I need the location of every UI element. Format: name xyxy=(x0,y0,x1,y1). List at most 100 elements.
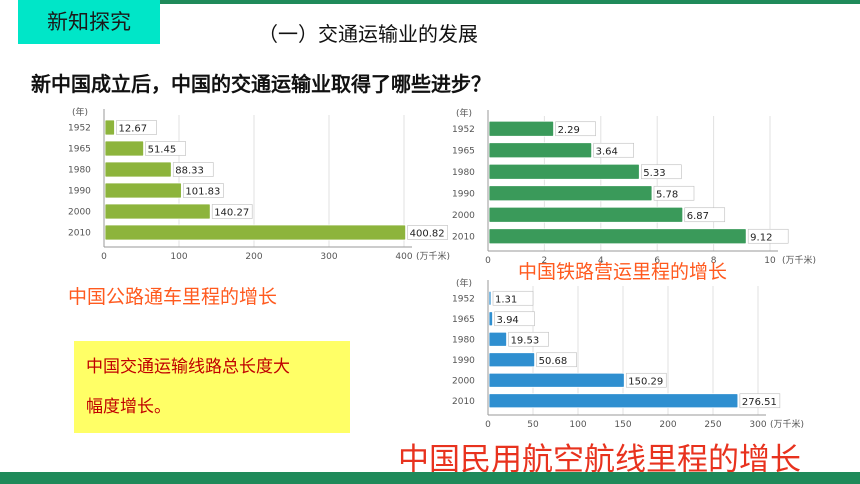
road-x-tick-label: 300 xyxy=(320,252,337,262)
rail-value-label: 5.33 xyxy=(643,168,665,179)
road-bar xyxy=(104,224,407,241)
air-x-tick-label: 200 xyxy=(659,420,676,430)
air-x-tick-label: 300 xyxy=(749,420,766,430)
road-value-box xyxy=(116,120,157,135)
rail-y-unit-label: (年) xyxy=(456,107,472,119)
road-bar xyxy=(104,140,144,157)
section-title: （一）交通运输业的发展 xyxy=(258,22,478,46)
air-category-label: 1965 xyxy=(452,315,475,325)
air-x-unit-label: (万千米) xyxy=(770,418,804,430)
road-value-box xyxy=(172,162,214,177)
road-bar xyxy=(104,119,115,136)
rail-value-label: 9.12 xyxy=(750,232,772,243)
air-category-label: 1980 xyxy=(452,335,475,345)
rail-category-label: 1990 xyxy=(452,189,475,199)
air-category-label: 2000 xyxy=(452,376,475,386)
rail-category-label: 1965 xyxy=(452,146,475,156)
air-bar xyxy=(488,352,536,368)
air-bar xyxy=(488,290,492,306)
road-x-tick-label: 100 xyxy=(170,252,187,262)
air-value-label: 1.31 xyxy=(495,294,517,305)
road-x-tick-label: 400 xyxy=(395,252,412,262)
road-category-label: 2000 xyxy=(68,208,91,218)
air-category-label: 2010 xyxy=(452,397,475,407)
rail-value-box xyxy=(593,142,634,158)
rail-x-tick-label: 8 xyxy=(711,256,717,266)
air-value-box xyxy=(739,393,781,409)
road-category-label: 1965 xyxy=(68,145,91,155)
rail-category-label: 2010 xyxy=(452,232,475,242)
road-y-unit-label: (年) xyxy=(72,106,88,118)
section-tag: 新知探究 xyxy=(18,0,160,44)
top-divider xyxy=(160,0,860,4)
road-value-box xyxy=(211,204,253,219)
air-value-box xyxy=(492,290,534,306)
rail-bar xyxy=(488,185,653,202)
road-value-label: 88.33 xyxy=(175,166,204,177)
rail-category-label: 2000 xyxy=(452,211,475,221)
air-value-label: 276.51 xyxy=(742,397,777,408)
rail-x-tick-label: 6 xyxy=(654,256,660,266)
rail-value-label: 6.87 xyxy=(687,211,709,222)
air-value-box xyxy=(536,352,577,368)
road-category-label: 2010 xyxy=(68,229,91,239)
road-bar xyxy=(104,161,172,178)
summary-line-1: 中国交通运输线路总长度大 xyxy=(86,357,290,377)
air-value-box xyxy=(494,311,535,327)
air-x-tick-label: 250 xyxy=(704,420,721,430)
rail-bar xyxy=(488,228,747,245)
air-value-label: 50.68 xyxy=(539,356,568,367)
road-category-label: 1990 xyxy=(68,187,91,197)
rail-category-label: 1952 xyxy=(452,125,475,135)
road-bar xyxy=(104,182,182,199)
air-value-box xyxy=(625,372,667,388)
rail-value-box xyxy=(747,228,789,244)
road-mileage-chart: (年) 1952 12.67 1965 51.45 1980 88.33 1990 101.83… xyxy=(68,106,450,262)
air-bar xyxy=(488,393,739,409)
air-value-label: 19.53 xyxy=(511,335,540,346)
air-value-label: 150.29 xyxy=(628,376,663,387)
rail-category-label: 1980 xyxy=(452,168,475,178)
road-x-unit-label: (万千米) xyxy=(416,250,450,262)
rail-x-tick-label: 0 xyxy=(485,256,491,266)
air-x-tick-label: 0 xyxy=(485,420,491,430)
rail-bar xyxy=(488,120,554,137)
rail-value-label: 5.78 xyxy=(656,189,678,200)
air-value-label: 3.94 xyxy=(497,315,519,326)
road-category-label: 1980 xyxy=(68,166,91,176)
air-y-unit-label: (年) xyxy=(456,277,472,289)
rail-x-tick-label: 2 xyxy=(542,256,548,266)
road-value-label: 400.82 xyxy=(410,229,445,240)
road-value-label: 101.83 xyxy=(185,187,220,198)
road-x-tick-label: 200 xyxy=(245,252,262,262)
rail-bar xyxy=(488,206,684,223)
rail-mileage-chart: (年) 1952 2.29 1965 3.64 1980 5.33 1990 5.78 2000 6… xyxy=(452,107,816,266)
road-value-label: 140.27 xyxy=(214,208,249,219)
rail-chart-caption: 中国铁路营运里程的增长 xyxy=(518,261,728,283)
air-x-tick-label: 150 xyxy=(614,420,631,430)
rail-value-box xyxy=(684,207,726,223)
road-value-label: 12.67 xyxy=(119,124,148,135)
rail-value-box xyxy=(641,164,682,180)
air-x-tick-label: 100 xyxy=(569,420,586,430)
summary-line-2: 幅度增长。 xyxy=(86,397,171,417)
rail-value-label: 3.64 xyxy=(596,146,618,157)
rail-x-tick-label: 10 xyxy=(764,256,776,266)
rail-value-box xyxy=(555,121,596,137)
air-bar xyxy=(488,311,493,327)
air-bar xyxy=(488,331,507,347)
road-bar xyxy=(104,203,211,220)
rail-value-label: 2.29 xyxy=(558,125,580,136)
air-category-label: 1952 xyxy=(452,294,475,304)
road-category-label: 1952 xyxy=(68,124,91,134)
road-value-box xyxy=(183,183,224,198)
rail-x-unit-label: (万千米) xyxy=(782,254,816,266)
air-bar xyxy=(488,372,625,388)
air-category-label: 1990 xyxy=(452,356,475,366)
rail-bar xyxy=(488,142,593,159)
road-value-label: 51.45 xyxy=(148,145,177,156)
rail-value-box xyxy=(653,185,695,201)
road-x-tick-label: 0 xyxy=(101,252,107,262)
summary-note: 中国交通运输线路总长度大 幅度增长。 xyxy=(74,341,350,433)
rail-bar xyxy=(488,163,640,180)
